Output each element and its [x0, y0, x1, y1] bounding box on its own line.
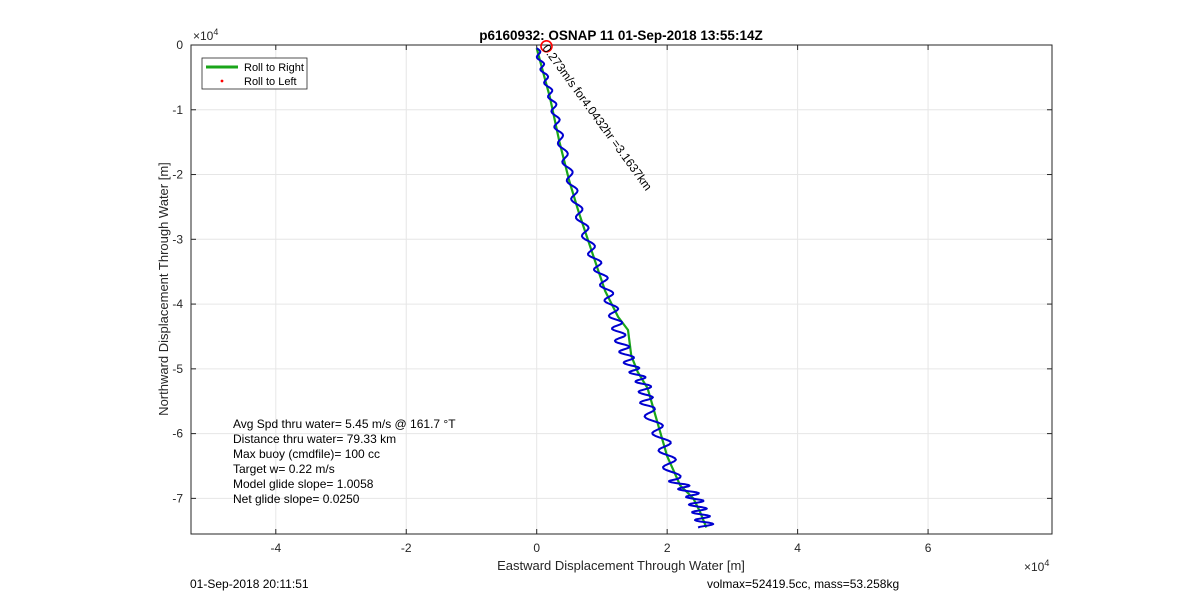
- stat-net-glide: Net glide slope= 0.0250: [233, 492, 360, 506]
- x-multiplier: ×104: [1024, 558, 1049, 574]
- x-tick-label: 6: [925, 541, 932, 555]
- ticks: -4 -2 0 2 4 6 0 -1 -2 -3 -4 -5 -6 -7: [172, 38, 1052, 555]
- x-tick-label: 0: [533, 541, 540, 555]
- stat-avg-speed: Avg Spd thru water= 5.45 m/s @ 161.7 °T: [233, 417, 456, 431]
- stat-max-buoy: Max buoy (cmdfile)= 100 cc: [233, 447, 380, 461]
- y-tick-label: -6: [172, 427, 183, 441]
- footer-vol-mass: volmax=52419.5cc, mass=53.258kg: [707, 577, 899, 591]
- y-axis-label: Northward Displacement Through Water [m]: [156, 162, 171, 416]
- plot-area: [191, 45, 1052, 534]
- series-trajectory-line: [535, 47, 715, 529]
- y-tick-label: 0: [176, 38, 183, 52]
- y-tick-label: -5: [172, 362, 183, 376]
- stat-target-w: Target w= 0.22 m/s: [233, 462, 335, 476]
- y-tick-label: -3: [172, 232, 183, 246]
- footer-timestamp: 01-Sep-2018 20:11:51: [190, 577, 309, 591]
- y-tick-label: -4: [172, 297, 183, 311]
- legend: Roll to Right Roll to Left: [201, 57, 308, 90]
- chart-title: p6160932: OSNAP 11 01-Sep-2018 13:55:14Z: [479, 28, 762, 43]
- start-marker: [540, 39, 553, 53]
- x-tick-label: -4: [270, 541, 281, 555]
- y-tick-label: -1: [172, 103, 183, 117]
- y-tick-label: -2: [172, 168, 183, 182]
- stat-distance: Distance thru water= 79.33 km: [233, 432, 396, 446]
- series-layer: [535, 39, 715, 529]
- y-multiplier: ×104: [193, 27, 218, 43]
- x-tick-label: 4: [794, 541, 801, 555]
- legend-box: [201, 57, 308, 90]
- x-axis-label: Eastward Displacement Through Water [m]: [497, 558, 745, 573]
- legend-swatch-roll-left: [220, 79, 224, 83]
- axes-box: [190, 44, 1053, 535]
- x-tick-label: -2: [401, 541, 412, 555]
- legend-label-roll-left: Roll to Left: [244, 76, 297, 88]
- legend-label-roll-right: Roll to Right: [244, 62, 304, 74]
- stats-block: Avg Spd thru water= 5.45 m/s @ 161.7 °T …: [233, 417, 456, 506]
- stat-model-glide: Model glide slope= 1.0058: [233, 477, 374, 491]
- y-tick-label: -7: [172, 491, 183, 505]
- x-tick-label: 2: [664, 541, 671, 555]
